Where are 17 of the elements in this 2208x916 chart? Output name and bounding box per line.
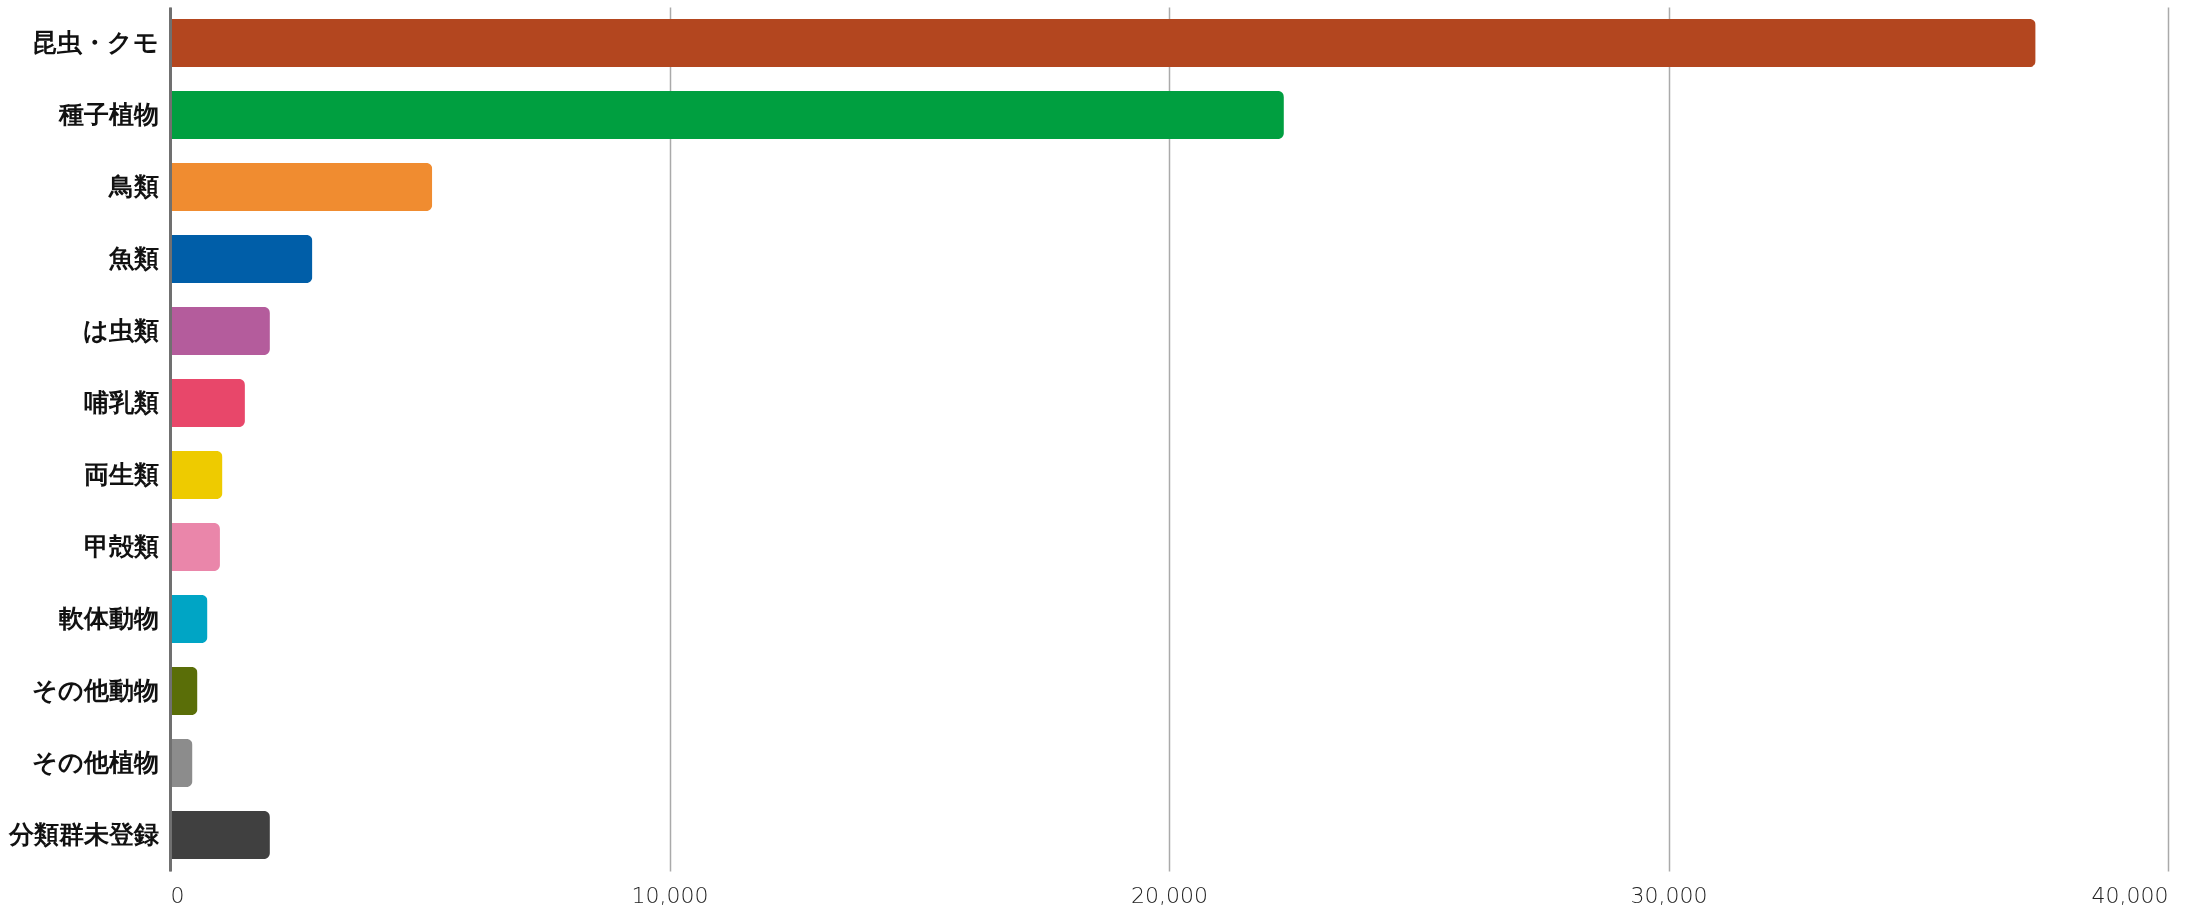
y-tick-label: 分類群未登録	[7, 820, 159, 849]
y-tick-label: 鳥類	[107, 172, 159, 201]
x-tick-label: 10,000	[631, 882, 709, 908]
y-tick-label: 昆虫・クモ	[31, 28, 159, 57]
y-tick-label: 魚類	[107, 244, 159, 273]
x-tick-label: 0	[170, 882, 185, 908]
y-tick-label: は虫類	[82, 316, 159, 345]
y-tick-label: 種子植物	[57, 100, 159, 129]
y-tick-label: 哺乳類	[83, 388, 159, 417]
x-tick-label: 40,000	[2091, 882, 2169, 908]
y-tick-label: その他動物	[31, 676, 159, 705]
y-tick-label: 両生類	[83, 460, 159, 489]
x-tick-label: 20,000	[1131, 882, 1208, 908]
x-tick-label: 30,000	[1630, 882, 1708, 908]
y-tick-label: 軟体動物	[58, 604, 159, 633]
y-tick-label: その他植物	[31, 748, 159, 777]
y-tick-label: 甲殻類	[83, 532, 159, 561]
